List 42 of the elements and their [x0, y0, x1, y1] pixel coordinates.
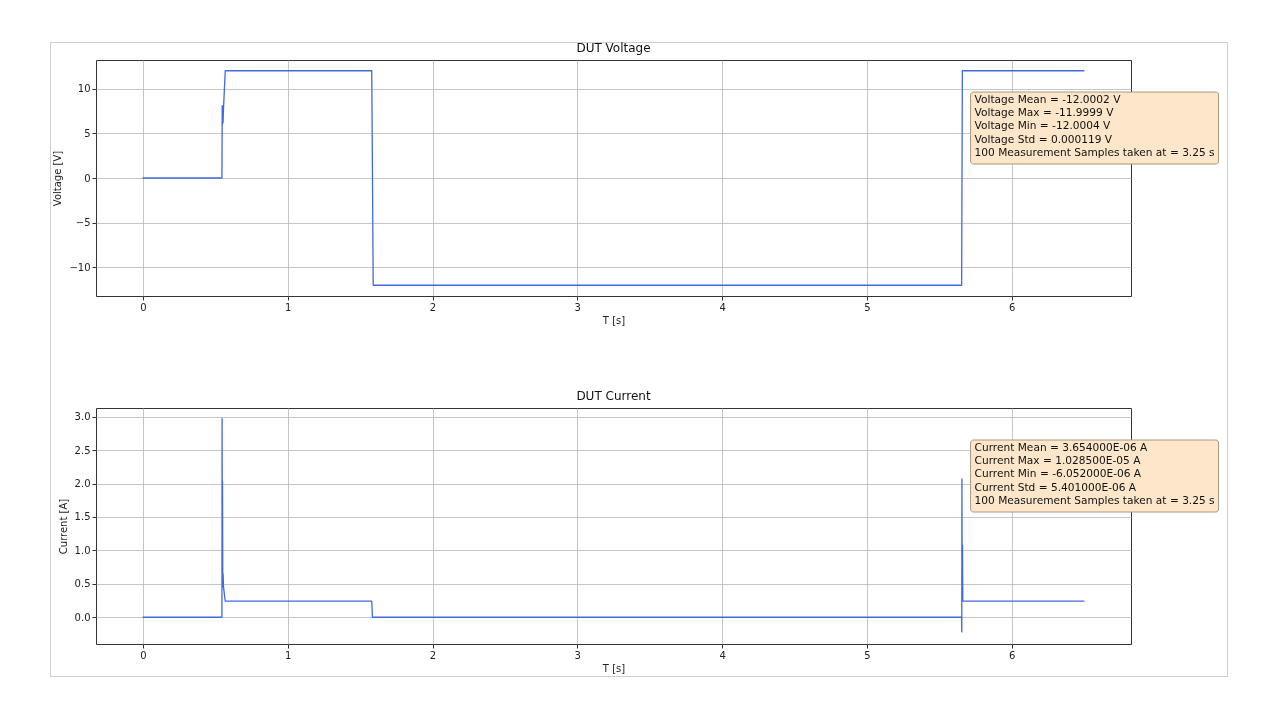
chart-title: DUT Voltage	[576, 41, 651, 55]
x-tick-label: 4	[719, 649, 726, 661]
annotation: Current Mean = 3.654000E-06 A	[974, 441, 1149, 453]
annotation: Current Min = -6.052000E-06 A	[974, 467, 1142, 480]
x-tick-label: 3	[574, 301, 581, 313]
y-axis-title: Voltage [V]	[52, 150, 64, 207]
annotation: Voltage Mean = -12.0002 V	[974, 93, 1122, 105]
y-tick-label: 1.5	[74, 511, 91, 523]
annotation: Current Max = 1.028500E-05 A	[974, 454, 1142, 467]
annotation: 100 Measurement Samples taken at = 3.25 s	[974, 493, 1215, 506]
y-tick-label: −5	[75, 217, 91, 229]
x-tick-label: 6	[1008, 301, 1016, 313]
x-tick-label: 3	[574, 649, 581, 661]
annotation: Current Std = 5.401000E-06 A	[974, 480, 1137, 493]
x-tick-label: 1	[285, 649, 292, 661]
x-axis-title: T [s]	[601, 662, 626, 674]
y-tick-label: 2.5	[74, 444, 91, 456]
annotation: 100 Measurement Samples taken at = 3.25 s	[974, 145, 1215, 158]
x-axis-title: T [s]	[601, 314, 626, 326]
x-tick-label: 2	[429, 649, 437, 661]
x-tick-label: 5	[864, 301, 871, 313]
chart-title: DUT Current	[576, 389, 651, 403]
y-tick-label: 1.0	[74, 544, 91, 556]
annotation: Voltage Max = -11.9999 V	[974, 106, 1115, 119]
y-tick-label: 0.0	[74, 611, 91, 623]
x-tick-label: 1	[285, 301, 292, 313]
x-tick-label: 5	[864, 649, 871, 661]
x-tick-label: 0	[140, 301, 147, 313]
y-tick-label: 0.5	[74, 578, 91, 590]
annotation: Voltage Std = 0.000119 V	[974, 132, 1113, 145]
y-tick-label: 3.0	[74, 411, 91, 423]
y-tick-label: 0	[84, 172, 91, 184]
y-tick-label: 2.0	[74, 478, 91, 490]
x-tick-label: 2	[429, 301, 437, 313]
annotation: Voltage Min = -12.0004 V	[974, 119, 1112, 132]
y-tick-label: −10	[69, 261, 91, 273]
x-tick-label: 4	[719, 301, 726, 313]
y-axis-title: Current [A]	[57, 498, 69, 555]
x-tick-label: 6	[1008, 649, 1016, 661]
y-tick-label: 5	[84, 127, 91, 139]
y-tick-label: 10	[77, 83, 91, 95]
x-tick-label: 0	[140, 649, 147, 661]
